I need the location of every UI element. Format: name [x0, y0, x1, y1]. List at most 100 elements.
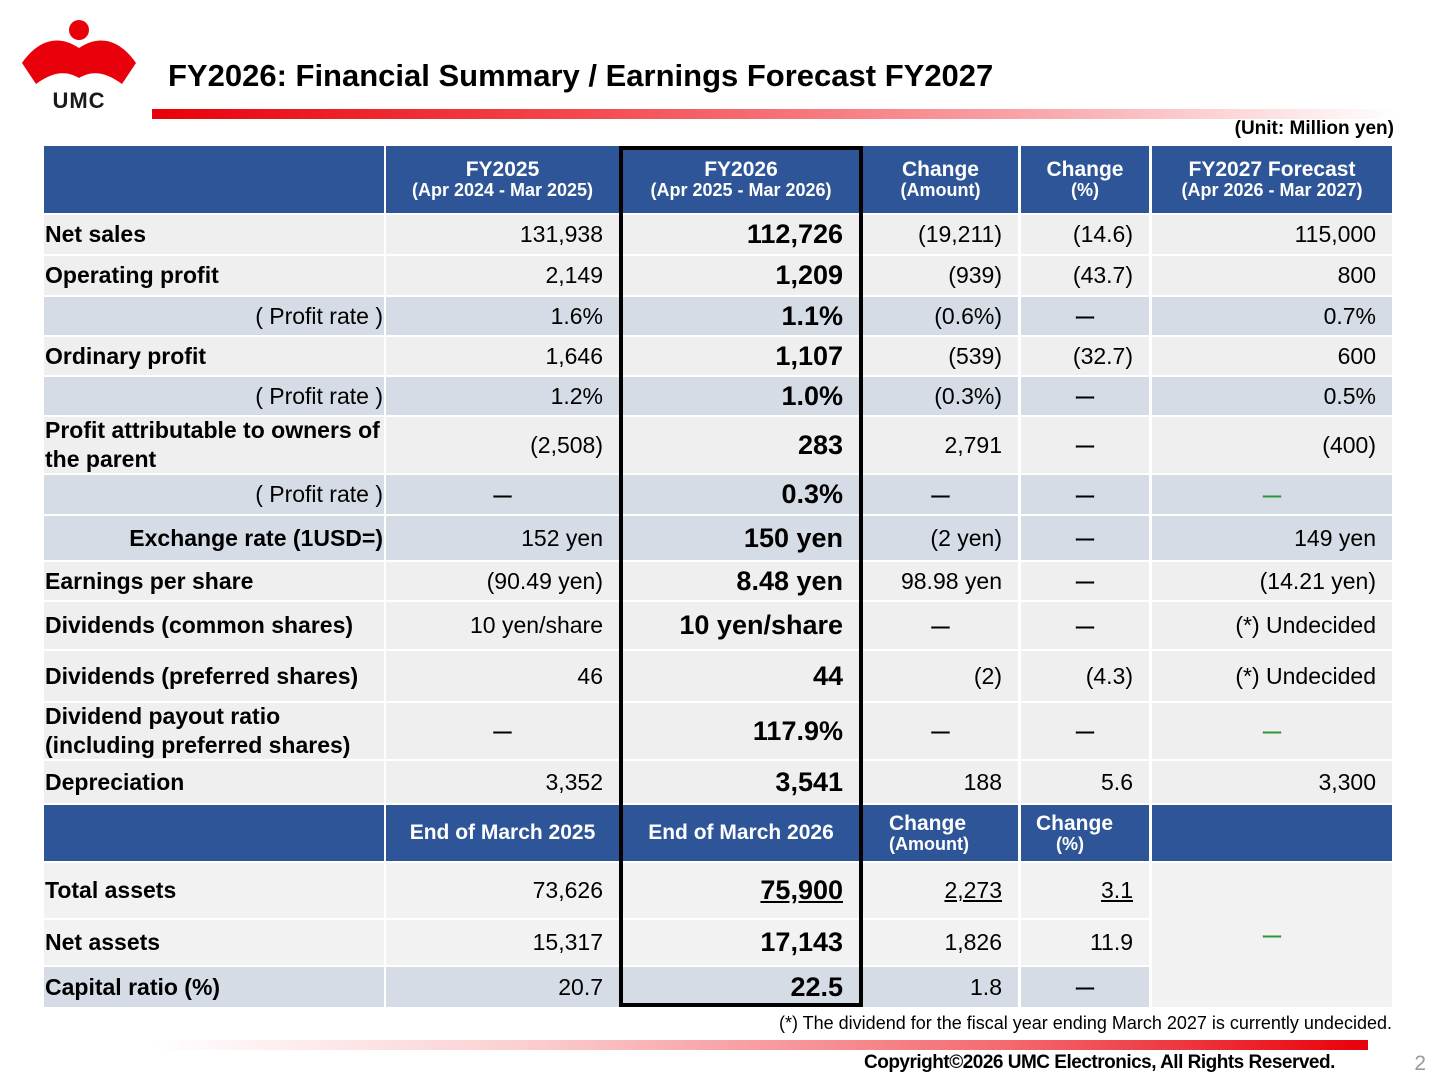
cell-fy2027: 0.5%: [1152, 377, 1392, 415]
cell-fy2025: 46: [386, 651, 619, 701]
header-fy2026: FY2026 (Apr 2025 - Mar 2026): [623, 146, 859, 213]
cell-change-percent: (32.7): [1021, 337, 1149, 375]
cell-change-percent: ー: [1021, 377, 1149, 415]
cell-fy2027: (14.21 yen): [1152, 562, 1392, 600]
unit-label: (Unit: Million yen): [1234, 118, 1394, 139]
cell-fy2027: (400): [1152, 417, 1392, 473]
cell-change-percent: ー: [1021, 417, 1149, 473]
page-number: 2: [1414, 1052, 1426, 1075]
cell-fy2025: 3,352: [386, 761, 619, 803]
cell-fy2026: 3,541: [623, 761, 859, 803]
cell-fy2026: 8.48 yen: [623, 562, 859, 600]
title-underline-bar: [152, 109, 1398, 119]
header-fy2025: FY2025 (Apr 2024 - Mar 2025): [386, 146, 619, 213]
cell-fy2027: 115,000: [1152, 215, 1392, 254]
row-label-profit-rate: ( Profit rate ): [44, 475, 384, 514]
row-label-dividends-common: Dividends (common shares): [44, 602, 384, 649]
cell-change-amount: (0.3%): [863, 377, 1018, 415]
cell-end-2025: 73,626: [386, 863, 619, 918]
cell-change-percent: ー: [1021, 475, 1149, 514]
cell-fy2026: 0.3%: [623, 475, 859, 514]
cell-end-2025: 15,317: [386, 920, 619, 965]
cell-change-amount: (539): [863, 337, 1018, 375]
header-change-percent: Change (%): [1021, 146, 1149, 213]
cell-fy2025: (2,508): [386, 417, 619, 473]
cell-change-amount: ー: [863, 602, 1018, 649]
umc-logo: UMC: [22, 20, 136, 112]
cell-change-percent: 11.9: [1021, 920, 1149, 965]
cell-change-percent: ー: [1021, 703, 1149, 759]
financial-summary-table: FY2025 (Apr 2024 - Mar 2025) FY2026 (Apr…: [44, 146, 1392, 1007]
cell-change-percent: (43.7): [1021, 256, 1149, 295]
row-label-operating-profit: Operating profit: [44, 256, 384, 295]
header-blank: [44, 146, 384, 213]
cell-change-amount: 188: [863, 761, 1018, 803]
cell-change-percent: (14.6): [1021, 215, 1149, 254]
row-label-eps: Earnings per share: [44, 562, 384, 600]
cell-fy2025: 131,938: [386, 215, 619, 254]
cell-change-percent: ー: [1021, 967, 1149, 1007]
copyright: Copyright©2026 UMC Electronics, All Righ…: [864, 1052, 1335, 1073]
cell-change-amount: (2 yen): [863, 516, 1018, 560]
footer-bar: [150, 1040, 1368, 1050]
cell-change-amount: 1,826: [863, 920, 1018, 965]
row-label-dividend-payout-ratio: Dividend payout ratio (including preferr…: [44, 703, 384, 759]
cell-fy2027: 0.7%: [1152, 297, 1392, 335]
cell-change-amount: (2): [863, 651, 1018, 701]
cell-fy2025: 10 yen/share: [386, 602, 619, 649]
cell-fy2027: ー: [1152, 475, 1392, 514]
cell-fy2025: 2,149: [386, 256, 619, 295]
cell-change-amount: 2,273: [863, 863, 1018, 918]
cell-fy2027: 149 yen: [1152, 516, 1392, 560]
row-label-capital-ratio: Capital ratio (%): [44, 967, 384, 1007]
cell-fy2026: 1,107: [623, 337, 859, 375]
row-label-net-assets: Net assets: [44, 920, 384, 965]
cell-fy2025: 152 yen: [386, 516, 619, 560]
row-label-depreciation: Depreciation: [44, 761, 384, 803]
cell-change-percent: ー: [1021, 602, 1149, 649]
cell-fy2027: 800: [1152, 256, 1392, 295]
cell-fy2026: 1,209: [623, 256, 859, 295]
cell-end-2026: 17,143: [623, 920, 859, 965]
cell-change-percent: 5.6: [1021, 761, 1149, 803]
cell-fy2026: 1.0%: [623, 377, 859, 415]
cell-fy2027: 600: [1152, 337, 1392, 375]
row-label-exchange-rate: Exchange rate (1USD=): [44, 516, 384, 560]
cell-end-2026: 22.5: [623, 967, 859, 1007]
cell-fy2027: (*) Undecided: [1152, 651, 1392, 701]
header-end-march-2026: End of March 2026: [623, 805, 859, 861]
row-label-total-assets: Total assets: [44, 863, 384, 918]
cell-change-percent: ー: [1021, 297, 1149, 335]
cell-change-percent: ー: [1021, 516, 1149, 560]
cell-change-amount: (939): [863, 256, 1018, 295]
cell-change-percent: ー: [1021, 562, 1149, 600]
cell-fy2025: 1.2%: [386, 377, 619, 415]
cell-change-amount: 2,791: [863, 417, 1018, 473]
cell-fy2025: ー: [386, 703, 619, 759]
header-end-march-2025: End of March 2025: [386, 805, 619, 861]
page-title: FY2026: Financial Summary / Earnings For…: [168, 58, 994, 93]
cell-fy2026: 283: [623, 417, 859, 473]
row-label-profit-rate: ( Profit rate ): [44, 297, 384, 335]
cell-end-2026: 75,900: [623, 863, 859, 918]
balance-header-change-amount: Change (Amount): [863, 805, 1018, 861]
svg-text:UMC: UMC: [52, 88, 105, 112]
cell-fy2025: (90.49 yen): [386, 562, 619, 600]
cell-fy2027: ー: [1152, 703, 1392, 759]
cell-fy2027: (*) Undecided: [1152, 602, 1392, 649]
cell-change-percent: (4.3): [1021, 651, 1149, 701]
cell-fy2025: ー: [386, 475, 619, 514]
cell-fy2026: 10 yen/share: [623, 602, 859, 649]
header-change-amount: Change (Amount): [863, 146, 1018, 213]
balance-header-blank: [44, 805, 384, 861]
cell-fy2026: 117.9%: [623, 703, 859, 759]
cell-change-amount: ー: [863, 703, 1018, 759]
cell-fy2025: 1.6%: [386, 297, 619, 335]
cell-fy2026: 150 yen: [623, 516, 859, 560]
cell-change-amount: (0.6%): [863, 297, 1018, 335]
cell-fy2025: 1,646: [386, 337, 619, 375]
cell-fy2026: 1.1%: [623, 297, 859, 335]
row-label-profit-attributable: Profit attributable to owners of the par…: [44, 417, 384, 473]
cell-change-amount: 1.8: [863, 967, 1018, 1007]
cell-balance-forecast: ー: [1152, 863, 1392, 1007]
